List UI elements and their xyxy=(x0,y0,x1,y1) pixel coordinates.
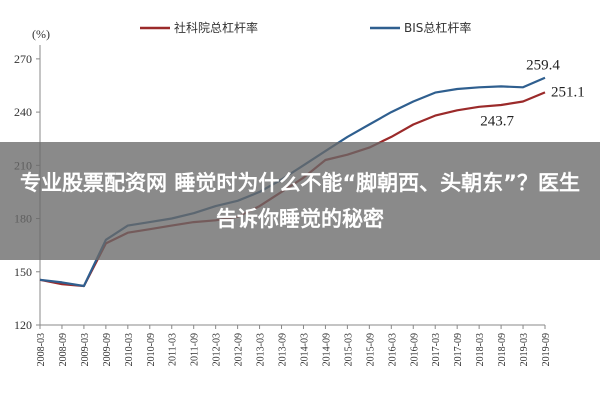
x-tick-label: 2009-03 xyxy=(80,333,91,366)
x-tick-label: 2011-03 xyxy=(168,333,179,366)
x-tick-label: 2019-03 xyxy=(519,333,530,366)
x-tick-label: 2013-03 xyxy=(256,333,267,366)
x-tick-label: 2016-09 xyxy=(409,333,420,366)
x-tick-label: 2018-09 xyxy=(497,333,508,366)
chart-legend: 社科院总杠杆率 BIS总杠杆率 xyxy=(140,20,471,35)
x-tick-label: 2011-09 xyxy=(190,333,201,366)
chart-annotations: 259.4 251.1 243.7 xyxy=(480,58,585,130)
x-tick-label: 2010-09 xyxy=(146,333,157,366)
data-label: 251.1 xyxy=(551,84,585,100)
x-tick-label: 2008-03 xyxy=(36,333,47,366)
y-tick-label: 120 xyxy=(14,318,32,332)
x-tick-label: 2010-03 xyxy=(124,333,135,366)
y-tick-label: 270 xyxy=(14,52,32,66)
x-tick-label: 2019-09 xyxy=(541,333,552,366)
data-label: 243.7 xyxy=(480,114,514,130)
legend-label-0: 社科院总杠杆率 xyxy=(174,20,258,35)
data-label: 259.4 xyxy=(526,58,560,74)
banner-title[interactable]: 专业股票配资网 睡觉时为什么不能“脚朝西、头朝东”？医生告诉你睡觉的秘密 xyxy=(20,171,580,231)
article-banner[interactable]: 专业股票配资网 睡觉时为什么不能“脚朝西、头朝东”？医生告诉你睡觉的秘密 xyxy=(0,142,600,260)
legend-label-1: BIS总杠杆率 xyxy=(404,20,471,35)
x-tick-label: 2014-09 xyxy=(321,333,332,366)
x-tick-label: 2012-03 xyxy=(212,333,223,366)
x-tick-label: 2015-03 xyxy=(343,333,354,366)
x-tick-label: 2015-09 xyxy=(365,333,376,366)
x-tick-label: 2009-09 xyxy=(102,333,113,366)
y-tick-label: 150 xyxy=(14,265,32,279)
x-tick-label: 2013-09 xyxy=(278,333,289,366)
x-tick-label: 2008-09 xyxy=(58,333,69,366)
x-tick-label: 2017-09 xyxy=(453,333,464,366)
chart-axes: 1201501802102402702008-032008-092009-032… xyxy=(14,45,552,366)
y-tick-label: 240 xyxy=(14,105,32,119)
x-tick-label: 2014-03 xyxy=(299,333,310,366)
x-tick-label: 2018-03 xyxy=(475,333,486,366)
x-tick-label: 2016-03 xyxy=(387,333,398,366)
x-tick-label: 2017-03 xyxy=(431,333,442,366)
y-axis-unit: (%) xyxy=(32,27,50,41)
x-tick-label: 2012-09 xyxy=(234,333,245,366)
